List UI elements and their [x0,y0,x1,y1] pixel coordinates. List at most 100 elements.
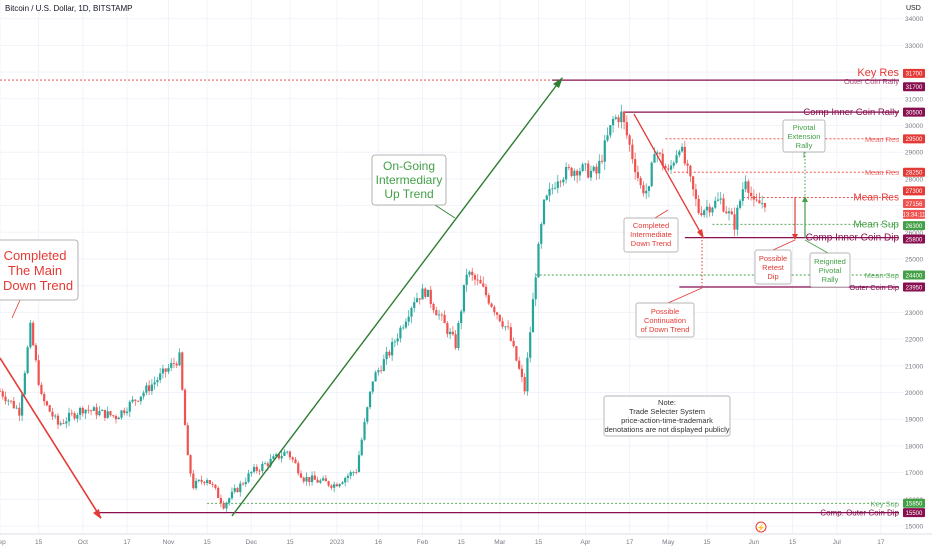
candle-body [54,415,57,417]
x-tick-label: 17 [123,539,131,546]
candle-body [95,407,98,416]
price-tag-label: 15850 [906,502,923,508]
price-tag-label: 23950 [906,285,923,291]
candle-body [302,477,305,482]
candle-body [404,321,408,328]
x-tick-label: Nov [163,539,175,546]
price-tag-label: 15500 [906,511,923,517]
candles [0,104,767,512]
price-tag [903,68,925,78]
callout-pivotal-extension-rally: Pivotal Extension Rally [782,119,826,153]
price-tag [903,508,925,518]
candle-body [415,298,419,303]
callout-completed-main-downtrend: Completed The Main Down Trend [0,239,79,301]
candle-body [473,275,477,280]
candle-body [368,391,372,408]
candle-body [689,165,692,177]
candle-body [468,271,471,275]
candle-body [29,322,32,348]
candle-body [18,407,21,416]
candle-body [228,498,231,503]
candle-body [645,190,648,194]
candle-body [736,207,739,230]
candle-body [56,415,60,425]
chart-title: Bitcoin / U.S. Dollar, 1D, BITSTAMP [5,4,132,13]
level-label: Mean Res [865,168,899,177]
grid [0,0,903,534]
candle-body [0,391,2,392]
candle-body [683,146,686,164]
callout-possible-retest-dip: Possible Retest Dip [754,249,792,285]
level-label: Key Res [857,67,899,79]
candle-body [277,454,281,459]
candle-body [385,351,388,360]
candle-body [697,198,700,213]
candle-body [1,391,4,397]
candle-body [65,421,68,424]
candle-body [421,288,424,300]
level-label: Key Sup [871,499,899,508]
callout-line: Rally [822,275,839,284]
candle-body [316,479,319,483]
candle-body [297,463,300,474]
candle-body [465,274,468,285]
candle-body [200,479,203,482]
candle-body [183,389,187,426]
candle-body [523,377,526,392]
intermediate-downtrend-line [633,113,704,238]
currency-label: USD [906,5,921,12]
candle-body [208,480,211,484]
candle-body [559,181,562,183]
candle-body [587,163,590,178]
candle-body [12,401,15,409]
candle-body [476,279,479,281]
candle-body [128,401,131,412]
candle-body [186,425,189,456]
candle-body [556,181,559,188]
callout-line: Dip [767,272,778,281]
candle-body [653,154,656,163]
price-tag-label: 30500 [906,110,923,116]
callout-pointer-retest [772,239,796,251]
candle-body [667,168,670,170]
candle-body [181,352,184,390]
candle-body [614,117,617,119]
retest-dip-arrowhead [792,234,798,240]
candle-body [437,314,441,316]
candle-body [565,166,568,180]
event-icon[interactable] [755,521,767,533]
x-tick-label: 16 [375,539,383,546]
callout-line: Possible [651,307,679,316]
candle-body [236,488,239,493]
candle-body [70,412,73,414]
candle-body [211,483,214,485]
x-tick-label: Oct [78,539,88,546]
candle-body [148,385,151,392]
candle-body [288,451,292,458]
price-tag-label: 25800 [906,237,923,243]
level-label: Mean Sup [853,219,899,230]
candle-body [741,189,744,201]
candle-body [388,351,391,356]
candle-body [250,471,253,474]
candle-body [164,368,167,372]
candle-body [600,160,604,162]
candle-body [189,455,192,474]
candle-body [490,303,493,307]
candle-body [125,411,129,414]
candle-body [402,327,405,329]
candle-body [460,311,463,323]
candle-body [391,341,394,356]
callout-pointer-main [11,299,21,319]
callout-line: Completed [633,221,669,230]
candle-body [454,334,457,349]
candle-body [432,304,435,311]
callout-pointer-continuation [667,287,703,304]
candle-body [620,111,623,123]
candle-body [153,382,156,385]
price-tags: 3500031700317003050029500282502730027156… [903,68,926,518]
note-line: price-action-time-trademark [621,416,713,425]
candle-body [716,199,720,201]
candle-body [763,203,767,208]
candle-body [426,289,430,297]
